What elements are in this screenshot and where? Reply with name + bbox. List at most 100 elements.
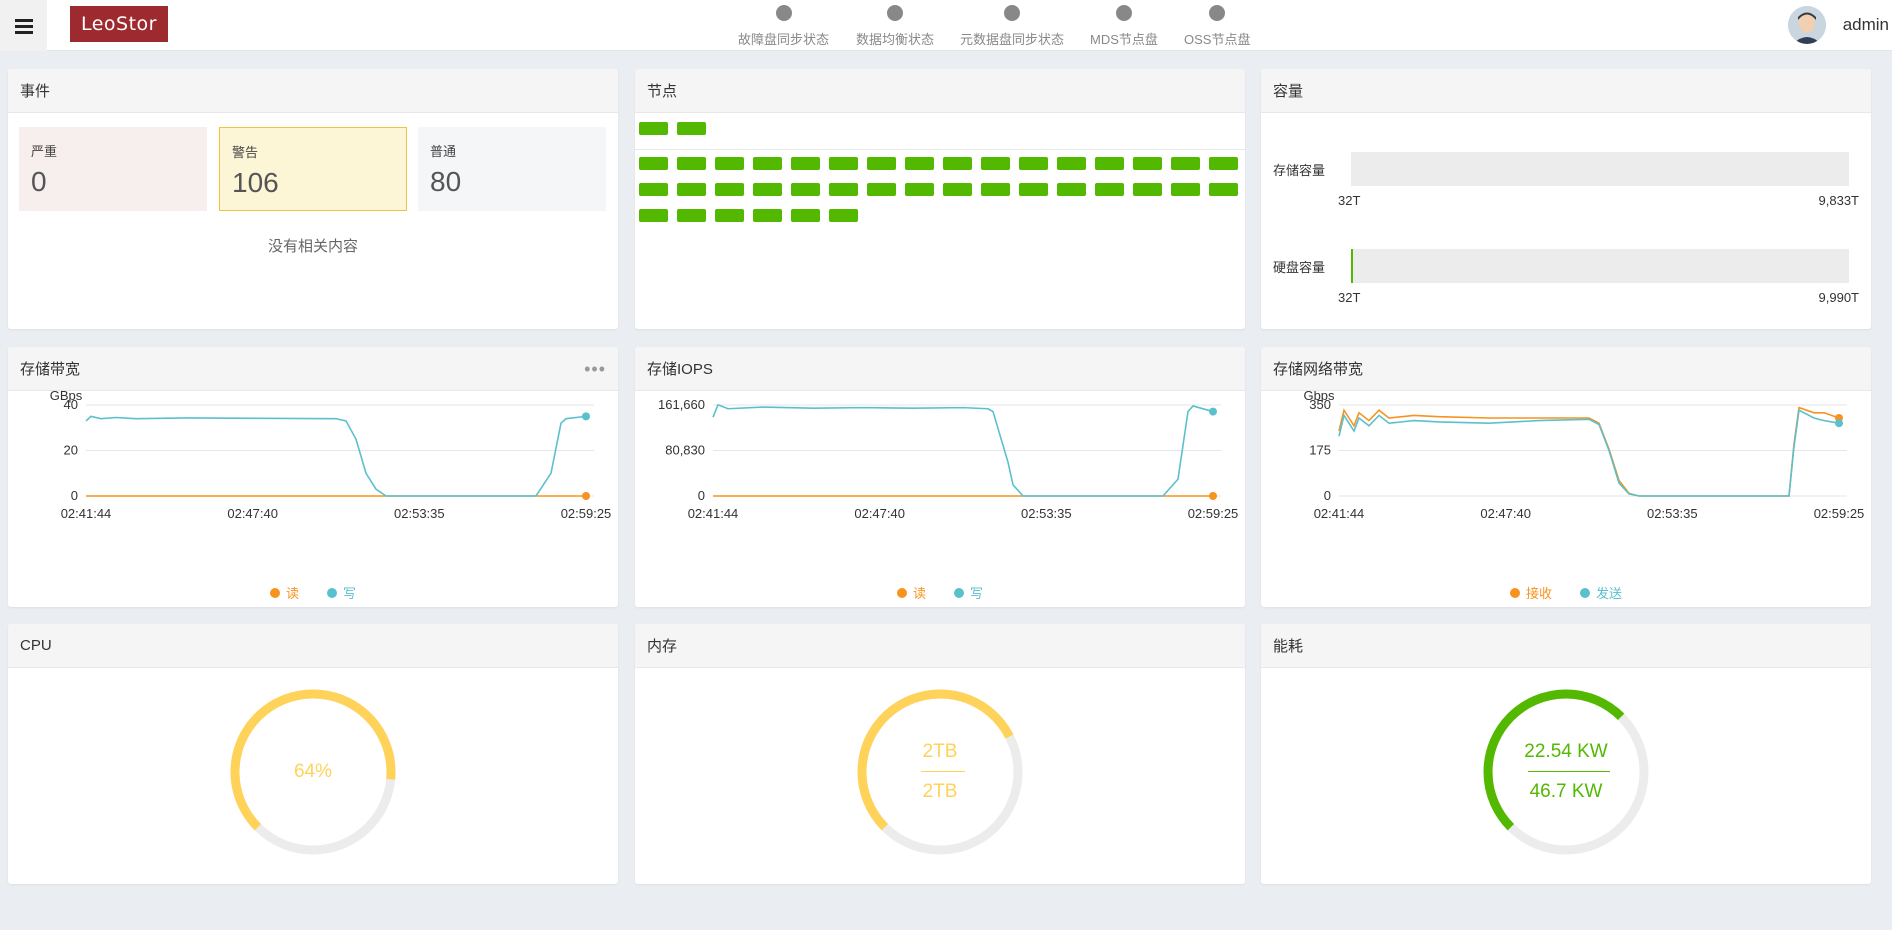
node-chip[interactable] <box>715 183 744 196</box>
node-chip[interactable] <box>943 157 972 170</box>
legend-item-receive[interactable]: 接收 <box>1509 583 1552 602</box>
legend-item-read[interactable]: 读 <box>269 583 299 602</box>
node-chip[interactable] <box>829 183 858 196</box>
node-chip[interactable] <box>981 183 1010 196</box>
node-chip[interactable] <box>639 183 668 196</box>
gauge-divider <box>1528 771 1610 772</box>
y-tick-label: 0 <box>698 488 705 503</box>
node-chip[interactable] <box>639 157 668 170</box>
event-warning-box[interactable]: 警告 106 <box>219 127 407 211</box>
node-chip[interactable] <box>715 157 744 170</box>
series-line <box>1338 408 1840 497</box>
storage-iops-chart: 0 80,830 161,660 02:41:44 02:47:40 02:53:35 02… <box>658 397 1238 521</box>
legend-item-read[interactable]: 读 <box>896 583 926 602</box>
node-chip[interactable] <box>791 183 820 196</box>
node-chip[interactable] <box>677 122 706 135</box>
memory-card: 内存 2TB 2TB <box>635 624 1245 884</box>
node-chip[interactable] <box>677 209 706 222</box>
node-chip[interactable] <box>1019 183 1048 196</box>
status-item-metadata-disk-sync[interactable]: 元数据盘同步状态 <box>960 5 1064 48</box>
status-label: 元数据盘同步状态 <box>960 32 1065 47</box>
user-menu[interactable]: admin <box>1787 6 1889 44</box>
power-used: 22.54 KW <box>1524 741 1608 762</box>
cpu-gauge <box>230 689 396 855</box>
x-tick-label: 02:41:44 <box>1314 506 1365 521</box>
legend-label: 接收 <box>1525 586 1552 601</box>
node-chip[interactable] <box>677 183 706 196</box>
x-tick-label: 02:41:44 <box>688 506 739 521</box>
node-chip[interactable] <box>867 157 896 170</box>
legend-item-send[interactable]: 发送 <box>1580 583 1622 602</box>
series-end-point <box>582 412 590 421</box>
node-chip[interactable] <box>753 209 782 222</box>
node-chip[interactable] <box>1171 157 1200 170</box>
node-chip[interactable] <box>639 122 668 135</box>
disk-capacity-fill <box>1351 249 1353 283</box>
node-chip[interactable] <box>1057 157 1086 170</box>
node-chip[interactable] <box>1095 183 1124 196</box>
node-chip[interactable] <box>639 209 668 222</box>
memory-gauge <box>857 689 1023 855</box>
logo[interactable]: LeoStor <box>70 6 168 42</box>
node-chip[interactable] <box>753 157 782 170</box>
node-chip[interactable] <box>1019 157 1048 170</box>
event-normal-box[interactable]: 普通 80 <box>418 127 606 211</box>
node-chip[interactable] <box>905 183 934 196</box>
legend-item-write[interactable]: 写 <box>954 583 983 602</box>
network-bandwidth-card: 存储网络带宽 Gbps 0 175 350 02:41:44 02:47:40 02:53:… <box>1261 347 1871 607</box>
node-chip[interactable] <box>1209 183 1238 196</box>
hamburger-menu-button[interactable] <box>0 0 47 51</box>
status-label: OSS节点盘 <box>1184 32 1251 47</box>
legend-dot-icon <box>954 587 964 598</box>
axis-label: GBps <box>50 391 83 403</box>
node-chip[interactable] <box>867 183 896 196</box>
status-dot-icon <box>1115 5 1132 21</box>
node-chip[interactable] <box>753 183 782 196</box>
status-dot-icon <box>775 5 792 21</box>
node-chip[interactable] <box>1209 157 1238 170</box>
power-card: 能耗 22.54 KW 46.7 KW <box>1261 624 1871 884</box>
status-item-data-balance[interactable]: 数据均衡状态 <box>856 5 934 48</box>
y-tick-label: 350 <box>1309 397 1331 412</box>
status-item-oss-node-disk[interactable]: OSS节点盘 <box>1184 5 1250 48</box>
series-end-point <box>582 492 590 500</box>
x-tick-label: 02:53:35 <box>394 506 445 521</box>
y-tick-label: 0 <box>1324 488 1331 503</box>
status-item-fault-disk-sync[interactable]: 故障盘同步状态 <box>738 5 829 48</box>
node-chip[interactable] <box>1171 183 1200 196</box>
node-chip[interactable] <box>1057 183 1086 196</box>
node-chip[interactable] <box>981 157 1010 170</box>
node-chip[interactable] <box>829 157 858 170</box>
storage-capacity-bar <box>1351 152 1849 186</box>
legend-dot-icon <box>1509 587 1520 598</box>
node-chip[interactable] <box>677 157 706 170</box>
x-tick-label: 02:59:25 <box>1814 506 1865 521</box>
card-title: 能耗 <box>1261 624 1871 668</box>
y-tick-label: 175 <box>1309 443 1331 458</box>
axis-label: Gbps <box>1303 391 1335 403</box>
card-title: 存储带宽 ••• <box>8 347 618 391</box>
event-critical-box[interactable]: 严重 0 <box>19 127 207 211</box>
node-chip[interactable] <box>791 157 820 170</box>
node-chip[interactable] <box>829 209 858 222</box>
node-chip[interactable] <box>1133 157 1162 170</box>
node-chip[interactable] <box>791 209 820 222</box>
x-tick-label: 02:47:40 <box>1480 506 1531 521</box>
y-tick-label: 80,830 <box>665 443 705 458</box>
status-item-mds-node-disk[interactable]: MDS节点盘 <box>1090 5 1158 48</box>
chart-legend: 接收 发送 <box>1261 583 1871 602</box>
card-title: 节点 <box>635 69 1245 113</box>
more-options-icon[interactable]: ••• <box>584 359 606 379</box>
node-chip[interactable] <box>1133 183 1162 196</box>
node-chip[interactable] <box>943 183 972 196</box>
status-indicators: 故障盘同步状态 数据均衡状态 元数据盘同步状态 MDS节点盘 OSS节点盘 <box>0 5 1892 50</box>
legend-dot-icon <box>269 587 280 598</box>
node-chip[interactable] <box>715 209 744 222</box>
node-chip[interactable] <box>1095 157 1124 170</box>
legend-label: 读 <box>912 586 926 601</box>
node-chip[interactable] <box>905 157 934 170</box>
card-title: 事件 <box>8 69 618 113</box>
status-label: MDS节点盘 <box>1090 32 1158 47</box>
disk-capacity-label: 硬盘容量 <box>1273 260 1326 275</box>
legend-item-write[interactable]: 写 <box>327 583 356 602</box>
